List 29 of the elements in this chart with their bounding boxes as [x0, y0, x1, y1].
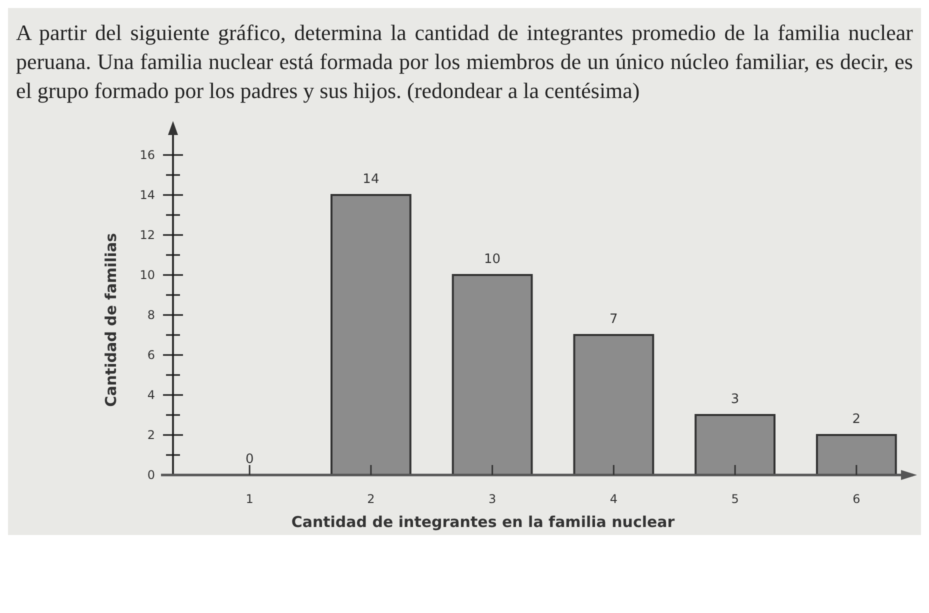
y-tick-label: 10: [140, 268, 155, 282]
bar: [452, 274, 533, 476]
data-label: 14: [362, 172, 380, 187]
data-label: 10: [484, 252, 501, 267]
y-tick-label: 0: [147, 468, 155, 482]
y-tick-label: 4: [147, 388, 155, 402]
x-tick-label: 2: [367, 492, 375, 506]
y-tick-label: 6: [147, 348, 155, 362]
y-tick-label: 12: [140, 228, 155, 242]
x-axis-title: Cantidad de integrantes en la familia nuclear: [291, 513, 676, 531]
bar: [816, 434, 897, 476]
data-label: 7: [610, 312, 618, 327]
x-tick-label: 4: [610, 492, 618, 506]
y-tick-label: 16: [140, 148, 155, 162]
data-label: 0: [245, 452, 254, 467]
y-axis-title: Cantidad de familias: [102, 233, 120, 407]
chart-title: A partir del siguiente gráfico, determina la cantidad de integrantes promedio de la familia nuclear peruana. Una familia nuclear está formada por los miembros de un único núcleo familiar, es decir, es el grupo formado por los padres y sus hijos. (redondear a la centésima): [15, 19, 914, 105]
x-tick-label: 6: [852, 492, 860, 506]
data-label: 2: [852, 412, 861, 427]
bar: [330, 194, 412, 476]
x-tick-label: 1: [246, 492, 254, 506]
y-tick-label: 8: [147, 308, 155, 322]
bar: [573, 334, 654, 476]
bar: [694, 414, 776, 476]
x-tick-label: 3: [488, 492, 496, 506]
y-tick-label: 2: [147, 428, 155, 442]
data-label: 3: [730, 392, 740, 407]
x-tick-label: 5: [731, 492, 739, 506]
y-tick-label: 14: [140, 188, 155, 202]
